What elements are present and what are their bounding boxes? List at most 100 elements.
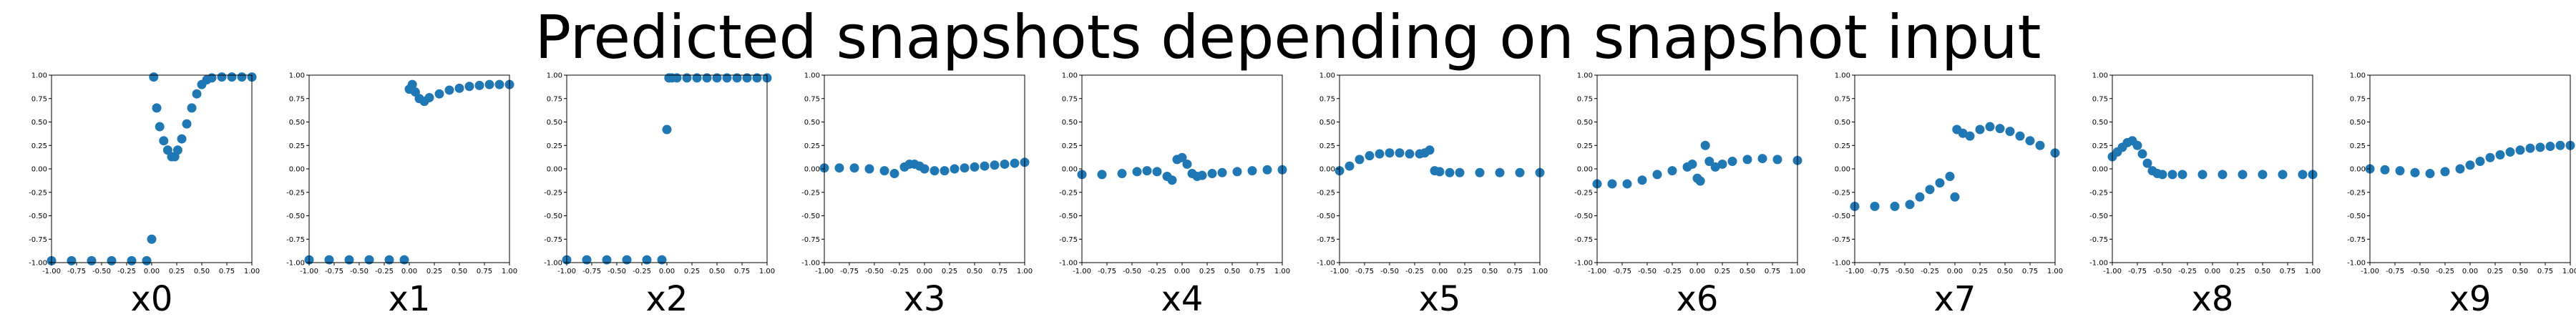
data-point (182, 119, 192, 129)
data-point (1495, 167, 1505, 177)
data-point (2005, 127, 2015, 137)
data-point (172, 145, 182, 155)
y-tick-label: 0.75 (31, 95, 47, 103)
data-point (399, 255, 409, 265)
data-point (834, 163, 844, 173)
x-tick-label: -0.75 (1098, 268, 1116, 275)
axes-frame (308, 74, 510, 263)
x-tick-label: -0.50 (92, 268, 111, 275)
data-point (1727, 157, 1737, 167)
y-tick-label: 1.00 (1577, 72, 1593, 80)
y-tick-label: -1.00 (801, 260, 820, 268)
x-tick-label: 1.00 (1532, 268, 1548, 275)
data-point (474, 80, 484, 90)
data-point (1700, 140, 1710, 150)
x-tick-label: -0.75 (1613, 268, 1631, 275)
x-tick-label: -1.00 (42, 268, 61, 275)
y-tick-label: -0.50 (544, 213, 562, 220)
data-point (2142, 158, 2152, 168)
data-point (1247, 166, 1257, 176)
y-tick-label: 0.25 (547, 142, 562, 150)
data-point (1695, 176, 1705, 186)
data-point (1985, 122, 1995, 132)
x-tick-label: -0.50 (350, 268, 369, 275)
figure-title: Predicted snapshots depending on snapsho… (535, 2, 2041, 72)
data-point (2545, 142, 2555, 152)
data-point (1207, 169, 1217, 179)
x-tick-label: 0.00 (2205, 268, 2220, 275)
data-point (2157, 170, 2167, 180)
data-point (1445, 167, 1455, 177)
x-axis-label: x8 (2192, 279, 2234, 319)
data-point (1177, 152, 1187, 162)
x-tick-label: 0.00 (917, 268, 932, 275)
x-tick-label: -0.50 (2411, 268, 2429, 275)
x-tick-label: 0.25 (169, 268, 185, 275)
y-tick-label: 0.00 (1835, 166, 1850, 174)
data-point (582, 255, 592, 265)
subplot-x9: -1.00 -0.75 -0.50 -0.25 0.00 0.25 0.50 0.75 1.00… (2347, 72, 2576, 320)
x-tick-label: 0.50 (452, 268, 467, 275)
data-point (1925, 185, 1935, 195)
x-tick-label: -0.50 (2153, 268, 2172, 275)
y-tick-label: -0.50 (1832, 213, 1850, 220)
y-tick-label: -0.75 (2089, 236, 2108, 244)
y-tick-label: -0.75 (286, 236, 305, 244)
data-point (344, 255, 354, 265)
x-tick-label: -0.75 (67, 268, 86, 275)
x-tick-label: -0.75 (1355, 268, 1374, 275)
data-point (1262, 165, 1272, 175)
data-point (484, 79, 494, 89)
scatter-series (1335, 145, 1545, 177)
data-point (889, 169, 899, 179)
data-point (1870, 201, 1880, 211)
data-point (2258, 170, 2268, 180)
data-point (1935, 178, 1945, 188)
y-tick-label: -0.25 (544, 189, 562, 197)
scatter-series (2107, 136, 2318, 180)
x-tick-label: 1.00 (1790, 268, 1805, 275)
y-tick-label: 0.00 (289, 166, 305, 174)
y-tick-label: 0.50 (1319, 119, 1335, 127)
data-point (1950, 192, 1960, 202)
data-point (2137, 149, 2147, 159)
y-tick-label: -0.50 (1059, 213, 1078, 220)
y-tick-label: 0.75 (547, 95, 562, 103)
data-point (672, 73, 682, 83)
y-tick-label: -0.25 (1317, 189, 1335, 197)
data-point (1742, 155, 1752, 165)
y-tick-label: 0.25 (1319, 142, 1335, 150)
data-point (980, 161, 990, 171)
x-tick-label: -0.50 (608, 268, 626, 275)
data-point (2177, 170, 2187, 180)
y-tick-label: 0.50 (31, 119, 47, 127)
data-point (177, 134, 187, 144)
y-tick-label: -1.00 (1059, 260, 1078, 268)
y-tick-label: -1.00 (29, 260, 47, 268)
x-tick-label: 0.00 (1947, 268, 1963, 275)
axes-frame (2112, 74, 2313, 263)
data-point (2132, 140, 2142, 150)
data-point (1652, 170, 1662, 180)
data-point (1197, 170, 1207, 180)
x-tick-label: -0.25 (117, 268, 136, 275)
x-tick-label: -0.75 (325, 268, 343, 275)
data-point (1435, 167, 1445, 177)
y-tick-label: 0.75 (2092, 95, 2108, 103)
data-point (1455, 167, 1465, 177)
data-point (2425, 169, 2435, 179)
data-point (732, 73, 742, 83)
y-tick-label: 0.50 (547, 119, 562, 127)
x-tick-label: -0.50 (1123, 268, 1141, 275)
subplot-x2: -1.00 -0.75 -0.50 -0.25 0.00 0.25 0.50 0.75 1.00… (544, 72, 775, 320)
x-tick-label: 1.00 (1274, 268, 1290, 275)
data-point (407, 79, 417, 89)
y-tick-label: -0.75 (1059, 236, 1078, 244)
y-tick-label: -0.25 (1832, 189, 1850, 197)
data-point (152, 103, 162, 113)
data-point (2485, 152, 2495, 162)
x-tick-label: -0.25 (2436, 268, 2454, 275)
x-tick-label: -0.75 (1870, 268, 1889, 275)
data-point (692, 73, 702, 83)
data-point (87, 255, 97, 265)
